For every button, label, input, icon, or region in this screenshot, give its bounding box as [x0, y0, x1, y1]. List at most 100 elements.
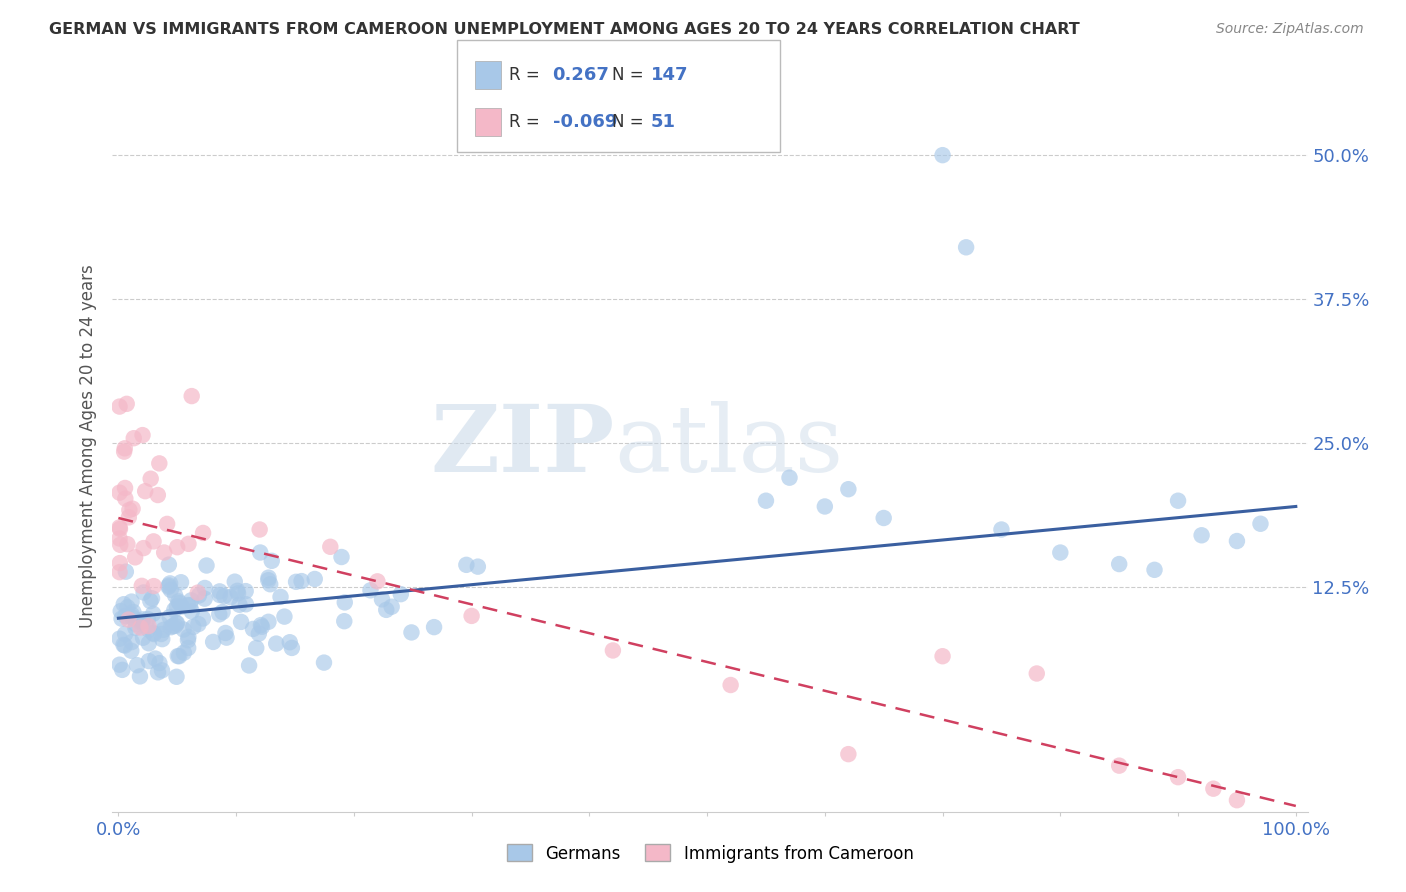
Point — [285, 574, 308, 589]
Point — [235, 597, 257, 611]
Point — [146, 488, 169, 502]
Point — [381, 599, 404, 614]
Point — [242, 622, 264, 636]
Text: -0.069: -0.069 — [553, 113, 617, 131]
Point — [238, 658, 260, 673]
Point — [247, 626, 270, 640]
Text: 51: 51 — [651, 113, 676, 131]
Point — [114, 608, 136, 623]
Point — [249, 523, 271, 537]
Point — [1025, 666, 1047, 681]
Point — [955, 240, 977, 254]
Point — [250, 620, 273, 634]
Point — [1226, 534, 1249, 549]
Point — [779, 471, 801, 485]
Point — [250, 618, 273, 632]
Point — [1202, 781, 1225, 796]
Point — [194, 581, 217, 595]
Point — [138, 619, 160, 633]
Point — [108, 520, 131, 534]
Point — [278, 635, 301, 649]
Point — [108, 657, 131, 672]
Point — [112, 597, 135, 611]
Point — [1049, 545, 1071, 559]
Point — [1108, 758, 1130, 772]
Point — [148, 456, 170, 470]
Point — [180, 605, 202, 619]
Point — [401, 625, 423, 640]
Text: atlas: atlas — [614, 401, 844, 491]
Point — [181, 620, 204, 634]
Point — [837, 482, 859, 496]
Point — [166, 540, 188, 554]
Point — [121, 594, 143, 608]
Point — [115, 565, 138, 579]
Point — [1226, 793, 1249, 807]
Point — [1167, 493, 1189, 508]
Point — [931, 148, 953, 162]
Point — [1167, 770, 1189, 784]
Point — [115, 397, 138, 411]
Point — [330, 549, 353, 564]
Point — [142, 627, 165, 641]
Point — [165, 616, 187, 631]
Point — [131, 579, 153, 593]
Point — [219, 590, 242, 604]
Point — [129, 669, 152, 683]
Point — [118, 503, 141, 517]
Point — [114, 442, 136, 456]
Point — [456, 558, 478, 572]
Point — [264, 637, 287, 651]
Point — [360, 583, 382, 598]
Point — [122, 431, 145, 445]
Point — [208, 584, 231, 599]
Point — [138, 636, 160, 650]
Point — [226, 583, 249, 598]
Point — [837, 747, 859, 761]
Point — [117, 537, 139, 551]
Point — [814, 500, 837, 514]
Point — [312, 656, 335, 670]
Text: 147: 147 — [651, 66, 689, 84]
Point — [122, 605, 145, 619]
Point — [460, 608, 482, 623]
Point — [333, 595, 356, 609]
Point — [990, 523, 1012, 537]
Legend: Germans, Immigrants from Cameroon: Germans, Immigrants from Cameroon — [501, 838, 920, 869]
Point — [114, 491, 136, 506]
Point — [259, 577, 281, 591]
Text: 0.267: 0.267 — [553, 66, 609, 84]
Point — [1143, 563, 1166, 577]
Point — [257, 615, 280, 629]
Text: N =: N = — [612, 113, 643, 131]
Point — [375, 603, 398, 617]
Point — [160, 620, 183, 634]
Point — [180, 593, 202, 607]
Point — [125, 617, 148, 632]
Point — [148, 656, 170, 670]
Point — [156, 516, 179, 531]
Point — [187, 617, 209, 632]
Point — [167, 649, 190, 664]
Point — [124, 550, 146, 565]
Point — [108, 565, 131, 579]
Point — [138, 623, 160, 637]
Point — [146, 665, 169, 680]
Point — [141, 591, 163, 606]
Point — [157, 558, 180, 572]
Point — [179, 599, 201, 613]
Point — [371, 592, 394, 607]
Point — [873, 511, 896, 525]
Point — [142, 534, 165, 549]
Point — [131, 615, 153, 629]
Point — [165, 619, 187, 633]
Point — [108, 400, 131, 414]
Point — [931, 649, 953, 664]
Point — [127, 658, 149, 673]
Point — [112, 444, 135, 458]
Point — [187, 585, 209, 599]
Point — [149, 616, 172, 631]
Point — [110, 538, 132, 552]
Point — [114, 627, 136, 641]
Point — [118, 510, 141, 524]
